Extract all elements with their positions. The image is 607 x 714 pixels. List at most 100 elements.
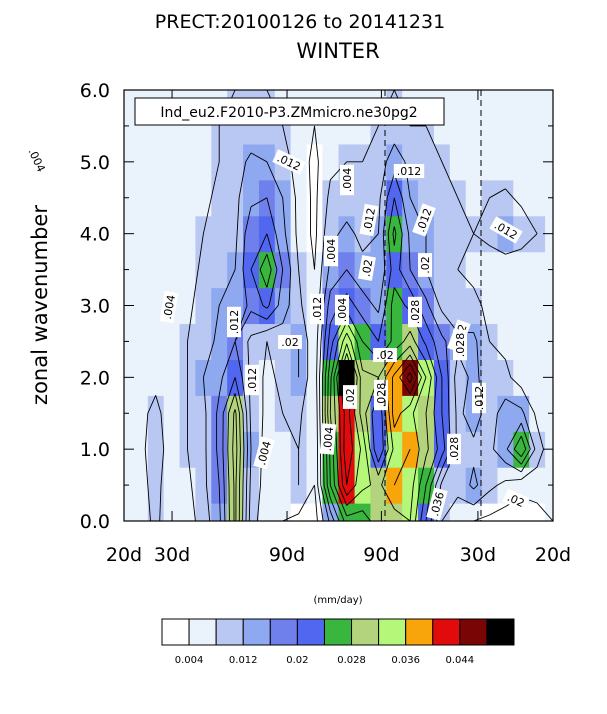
heat-cell [227, 143, 244, 181]
heat-cell [211, 431, 228, 468]
contour-label: .02 [418, 253, 432, 277]
heat-cell [481, 503, 499, 521]
contour-label-bg [335, 294, 349, 326]
heat-cell [163, 467, 181, 504]
heat-cell [124, 90, 133, 109]
heat-cell [306, 431, 324, 468]
heat-cell [243, 143, 260, 181]
heat-cell [163, 359, 181, 396]
colorbar-label: 0.012 [229, 655, 258, 666]
heat-cell [131, 395, 149, 432]
heat-cell [449, 467, 467, 504]
heat-cell [497, 503, 514, 521]
heat-cell [497, 107, 514, 145]
contour-label-text: .028 [448, 437, 461, 462]
heat-cell [306, 503, 324, 521]
heat-cell [211, 215, 228, 253]
contour-label-bg [310, 293, 324, 325]
heat-cell [465, 287, 483, 325]
heat-cell [497, 323, 514, 360]
contour-label-text: .012 [361, 207, 378, 233]
heat-cell [131, 323, 149, 360]
contour-label: .012 [227, 306, 241, 338]
contour-label: .004 [324, 235, 338, 267]
contour-label-text: .004 [255, 440, 274, 467]
heat-cell [195, 143, 212, 181]
contour-label-text: .028 [454, 333, 467, 358]
contour-label: .012 [472, 382, 486, 414]
colorbar-swatch [269, 618, 298, 646]
heat-cell [513, 143, 530, 181]
heat-cell [147, 143, 165, 181]
heat-cell [131, 179, 149, 217]
heat-cell [306, 359, 324, 396]
heat-cell [481, 251, 499, 289]
heat-cell [290, 503, 308, 521]
heat-cell [338, 467, 356, 504]
contour-label: .004 [335, 294, 349, 326]
heat-cell [258, 359, 276, 396]
heat-cell [338, 323, 356, 360]
heat-cell [513, 215, 530, 253]
contour-label: .004 [159, 290, 179, 324]
x-tick-label: 30d [154, 544, 190, 566]
x-tick-label: 90d [363, 544, 399, 566]
colorbar-swatch [161, 618, 190, 646]
x-tick-label: 90d [269, 544, 305, 566]
heat-cell [195, 503, 212, 521]
colorbar-swatch [378, 618, 407, 646]
heat-cell [179, 179, 197, 217]
colorbar-label: 0.036 [391, 655, 420, 666]
heat-cell [243, 179, 260, 217]
heat-cell [465, 107, 483, 145]
heat-cell [433, 251, 451, 289]
colorbar-label: 0.004 [175, 655, 204, 666]
contour-label-text: .02 [419, 256, 432, 274]
contour-label-bg [253, 436, 275, 470]
heat-cell [529, 107, 546, 145]
heat-cell [529, 215, 546, 253]
heat-cell [243, 503, 260, 521]
heat-cell [545, 503, 553, 521]
heat-cell [402, 323, 419, 360]
heat-cell [386, 467, 403, 504]
contour-label-text: .004 [25, 146, 47, 174]
heat-cell [258, 467, 276, 504]
contour-label: .028 [408, 296, 422, 328]
units-label: (mm/day) [313, 595, 362, 606]
contour-label-text: .004 [325, 239, 338, 264]
heat-cell [227, 395, 244, 432]
heat-cell [497, 359, 514, 396]
heat-cell [306, 395, 324, 432]
colorbar-swatch [459, 618, 488, 646]
heat-cell [370, 143, 387, 181]
contour-label: .004 [340, 164, 354, 196]
heat-cell [465, 143, 483, 181]
heat-cell [497, 179, 514, 217]
heat-cell [529, 179, 546, 217]
contour-label: .012 [359, 203, 379, 237]
heat-cell [322, 179, 340, 217]
heat-cell [354, 143, 372, 181]
heat-cell [529, 143, 546, 181]
heat-cell [306, 179, 324, 217]
heat-cell [418, 323, 435, 360]
heat-cell [131, 467, 149, 504]
contour-label-text: .02 [360, 258, 376, 277]
heat-cell [449, 215, 467, 253]
heat-cell [481, 467, 499, 504]
heat-cell [402, 503, 419, 521]
heat-cell [147, 359, 165, 396]
heat-cell [195, 431, 212, 468]
heat-cell [513, 251, 530, 289]
heat-cell [529, 395, 546, 432]
heat-cell [322, 287, 340, 325]
heat-cell [227, 179, 244, 217]
heat-cell [529, 503, 546, 521]
heat-cell [497, 90, 514, 109]
heat-cell [179, 503, 197, 521]
contour-label: .004 [319, 423, 337, 455]
heat-cell [258, 395, 276, 432]
contour-label-bg [340, 164, 354, 196]
